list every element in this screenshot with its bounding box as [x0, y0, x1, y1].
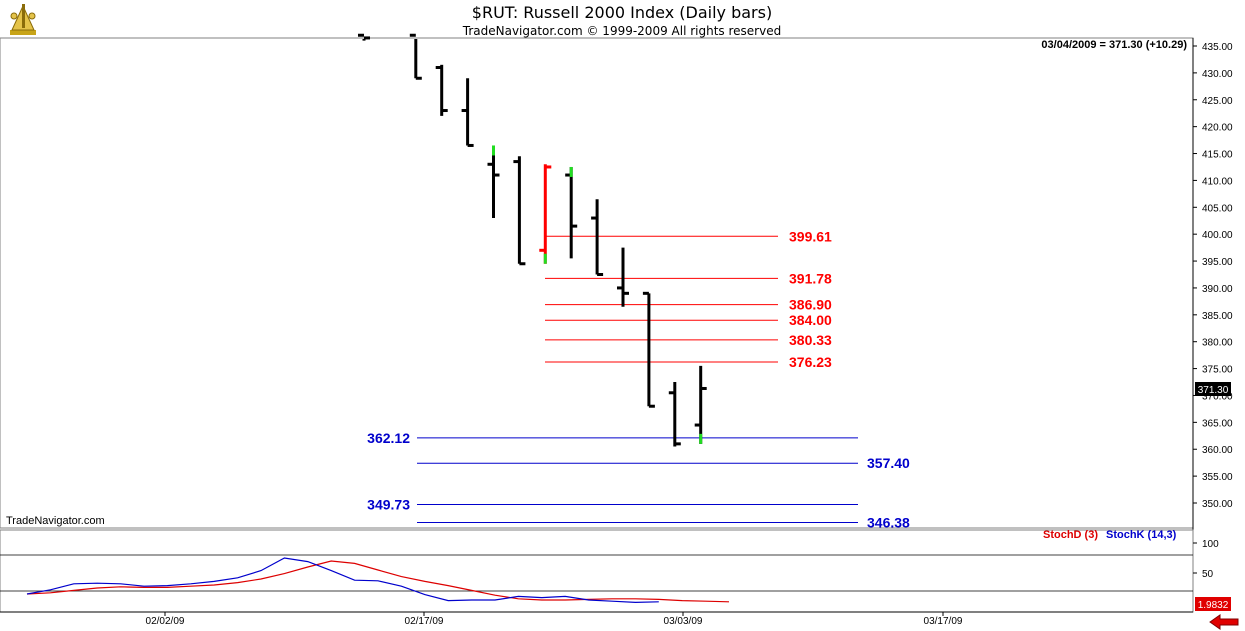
stoch-tick-label: 100 — [1202, 539, 1219, 550]
y-tick-label: 365.00 — [1202, 418, 1233, 429]
chart-subtitle: TradeNavigator.com © 1999-2009 All right… — [462, 24, 781, 38]
y-tick-label: 390.00 — [1202, 284, 1233, 295]
y-tick-label: 380.00 — [1202, 338, 1233, 349]
y-tick-label: 385.00 — [1202, 311, 1233, 322]
y-tick-label: 425.00 — [1202, 96, 1233, 107]
last-price-tag: 371.30 — [1195, 382, 1231, 396]
y-tick-label: 415.00 — [1202, 150, 1233, 161]
ohlc-bar — [591, 199, 604, 276]
ohlc-bar — [694, 365, 707, 444]
stoch-value-tag: 1.9832 — [1195, 597, 1231, 611]
y-tick-label: 410.00 — [1202, 176, 1233, 187]
ohlc-bar — [565, 166, 578, 259]
y-tick-label: 360.00 — [1202, 445, 1233, 456]
support-label: 362.12 — [367, 430, 410, 446]
ohlc-bar — [668, 382, 681, 447]
chart-title: $RUT: Russell 2000 Index (Daily bars) — [472, 3, 772, 22]
resistance-label: 391.78 — [789, 270, 832, 286]
support-label: 349.73 — [367, 496, 410, 512]
legend-stochd: StochD (3) — [1043, 529, 1098, 541]
y-tick-label: 420.00 — [1202, 123, 1233, 134]
y-tick-label: 375.00 — [1202, 365, 1233, 376]
price-panel-frame — [0, 37, 1194, 529]
x-tick-label: 02/02/09 — [146, 616, 185, 627]
logo-icon — [10, 4, 36, 35]
ohlc-bar — [513, 156, 526, 266]
y-tick-label: 405.00 — [1202, 203, 1233, 214]
y-tick-label: 350.00 — [1202, 499, 1233, 510]
stochk-line — [26, 557, 659, 604]
resistance-label: 384.00 — [789, 312, 832, 328]
resistance-label: 386.90 — [789, 297, 832, 313]
ohlc-bar — [435, 64, 448, 116]
y-tick-label: 370.00 — [1202, 391, 1233, 402]
stoch-lines — [26, 557, 730, 604]
x-tick-label: 02/17/09 — [405, 616, 444, 627]
resistance-label: 376.23 — [789, 354, 832, 370]
last-value-readout: 03/04/2009 = 371.30 (+10.29) — [1041, 39, 1187, 51]
stochd-line — [26, 560, 730, 603]
y-tick-label: 430.00 — [1202, 69, 1233, 80]
support-label: 357.40 — [867, 455, 910, 471]
resistance-label: 399.61 — [789, 228, 832, 244]
legend-stochk: StochK (14,3) — [1106, 529, 1177, 541]
ohlc-bar — [617, 247, 629, 307]
watermark: TradeNavigator.com — [6, 515, 105, 527]
ohlc-bar — [358, 33, 370, 41]
ohlc-bar — [539, 164, 552, 264]
stoch-y-axis: 100 50 — [0, 539, 1219, 592]
y-tick-label: 355.00 — [1202, 472, 1233, 483]
price-bars — [358, 33, 707, 447]
stoch-tick-label: 50 — [1202, 569, 1214, 580]
ohlc-bar — [642, 291, 655, 408]
ohlc-bar — [461, 78, 474, 147]
last-price-label: 371.30 — [1198, 385, 1229, 396]
x-tick-label: 03/17/09 — [924, 616, 963, 627]
price-y-axis: 435.00 430.00 425.00 420.00 415.00 410.00 405.… — [1193, 42, 1233, 510]
y-tick-label: 435.00 — [1202, 42, 1233, 53]
y-tick-label: 400.00 — [1202, 230, 1233, 241]
scroll-arrow-icon[interactable] — [1209, 614, 1239, 630]
header: $RUT: Russell 2000 Index (Daily bars) Tr… — [10, 3, 781, 38]
ohlc-bar — [409, 33, 422, 80]
x-tick-label: 03/03/09 — [664, 616, 703, 627]
resistance-label: 380.33 — [789, 332, 832, 348]
stoch-value-label: 1.9832 — [1198, 600, 1229, 611]
y-tick-label: 395.00 — [1202, 257, 1233, 268]
x-axis: 02/02/09 02/17/09 03/03/09 03/17/09 — [146, 612, 963, 627]
ohlc-bar — [487, 145, 500, 219]
support-label: 346.38 — [867, 514, 910, 530]
